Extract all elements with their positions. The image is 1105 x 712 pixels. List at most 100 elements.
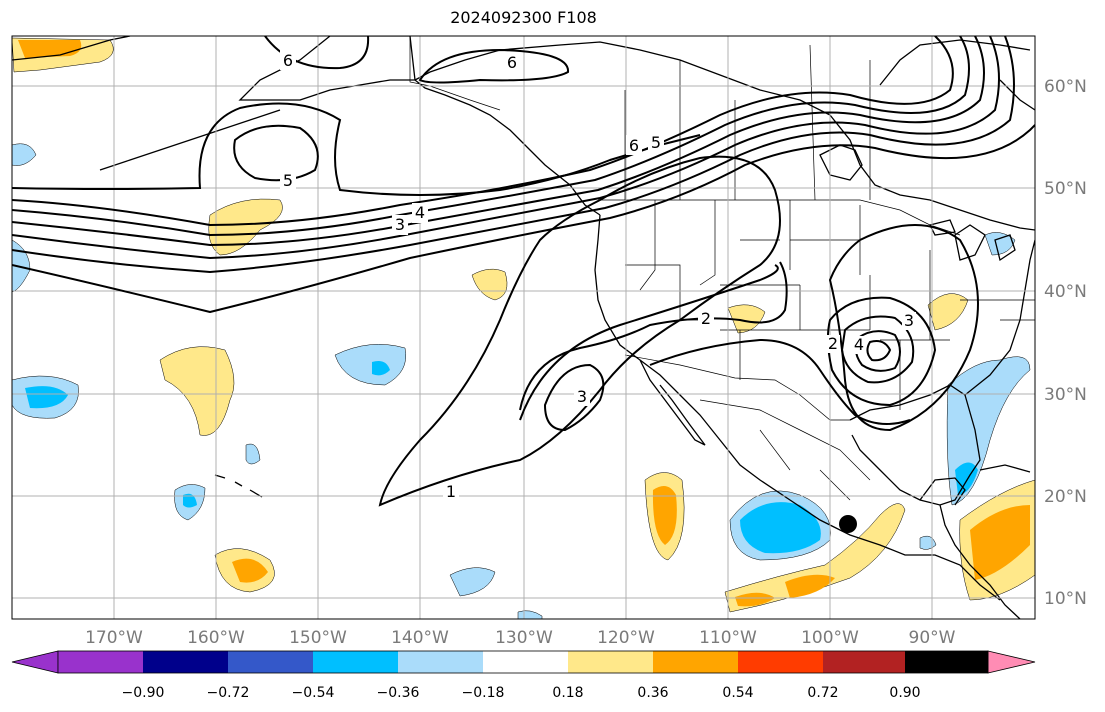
- central-america: [939, 504, 1021, 619]
- aleutian-islands: [99, 109, 281, 171]
- colorbar-tick-label: −0.18: [462, 685, 505, 701]
- contour-label: 6: [629, 136, 639, 155]
- alaska: [238, 36, 416, 101]
- cool-anomaly-region: [334, 344, 407, 386]
- lat-tick-label: 60°N: [1044, 77, 1087, 97]
- colorbar-segment: [738, 651, 823, 673]
- lon-tick-label: 160°W: [187, 628, 245, 648]
- cool-anomaly-region: [449, 567, 496, 597]
- colorbar-tick-labels: −0.90 −0.72 −0.54 −0.36 −0.18 0.18 0.36 …: [122, 685, 921, 701]
- lon-tick-labels: 170°W 160°W 150°W 140°W 130°W 120°W 110°…: [85, 628, 956, 648]
- cool-anomaly-core: [25, 386, 68, 409]
- contour-label: 3: [577, 387, 587, 406]
- contour-label: 2: [828, 334, 838, 353]
- colorbar-segment: [483, 651, 568, 673]
- gridlines: [12, 36, 1035, 619]
- colorbar-frame: [57, 650, 989, 674]
- warm-anomaly-core: [18, 40, 82, 58]
- map-title: 2024092300 F108: [450, 8, 597, 27]
- lat-tick-label: 20°N: [1044, 487, 1087, 507]
- lat-tick-label: 40°N: [1044, 282, 1087, 302]
- lon-tick-label: 150°W: [289, 628, 347, 648]
- colorbar-segment: [313, 651, 398, 673]
- colorbar-segment: [905, 651, 988, 673]
- west-coast: [594, 214, 1001, 601]
- contour-5-low: [233, 124, 319, 182]
- warm-anomaly-core: [652, 486, 677, 545]
- location-marker: [839, 515, 857, 533]
- contour-jet-5: [12, 36, 1015, 274]
- colorbar-tick-label: 0.90: [889, 685, 920, 701]
- cuba: [979, 464, 1031, 473]
- contour-label: 5: [651, 133, 661, 152]
- contour-low-3: [840, 315, 915, 384]
- contour-low-5: [866, 340, 892, 362]
- warm-anomaly-region: [159, 346, 235, 436]
- lat-tick-label: 30°N: [1044, 385, 1087, 405]
- contour-label: 2: [701, 309, 711, 328]
- contour-1-loop: [649, 338, 911, 425]
- contour-1b: [519, 264, 779, 421]
- colorbar-extend-low: [11, 650, 59, 674]
- contour-5-outer: [12, 102, 701, 196]
- lon-tick-label: 110°W: [699, 628, 757, 648]
- lat-tick-label: 10°N: [1044, 589, 1087, 609]
- gulf-of-mexico-coast: [849, 384, 981, 506]
- contour-low-1: [828, 224, 979, 432]
- colorbar-segment: [228, 651, 313, 673]
- siberia-coast: [12, 36, 131, 61]
- lon-tick-label: 100°W: [801, 628, 859, 648]
- colorbar-tick-label: −0.90: [122, 685, 165, 701]
- contour-label: 3: [395, 215, 405, 234]
- warm-anomaly-core: [735, 592, 775, 607]
- warm-anomaly-region: [208, 198, 283, 256]
- colorbar: −0.90 −0.72 −0.54 −0.36 −0.18 0.18 0.36 …: [11, 650, 1036, 701]
- lon-tick-label: 140°W: [391, 628, 449, 648]
- canada-provinces: [624, 44, 871, 201]
- contour-label-group: 6 6 5 4 3 6 5 2 3 1 2 3 4: [280, 50, 916, 502]
- contour-label: 4: [854, 335, 864, 354]
- colorbar-tick-label: 0.54: [722, 685, 753, 701]
- lon-tick-label: 130°W: [495, 628, 553, 648]
- contour-label: 4: [415, 203, 425, 222]
- colorbar-tick-label: −0.72: [207, 685, 250, 701]
- colorbar-tick-label: 0.72: [807, 685, 838, 701]
- contour-jet-2: [12, 36, 970, 237]
- contour-2: [378, 155, 781, 507]
- plot-area: 6 6 5 4 3 6 5 2 3 1 2 3 4: [12, 36, 1035, 619]
- greenland-edge: [999, 79, 1035, 111]
- contour-label: 5: [283, 171, 293, 190]
- warm-anomaly-core: [232, 558, 268, 583]
- cool-anomaly-core: [372, 361, 390, 376]
- colorbar-segment: [143, 651, 228, 673]
- contour-lines: [12, 36, 1035, 507]
- state-lines: [625, 200, 1035, 410]
- contour-6-alaska: [418, 48, 570, 84]
- cool-anomaly-region: [245, 443, 261, 465]
- cool-anomaly-core: [740, 502, 821, 554]
- colorbar-segment: [398, 651, 483, 673]
- great-lakes: [929, 219, 1016, 262]
- lon-tick-label: 90°W: [909, 628, 956, 648]
- contour-label: 1: [446, 482, 456, 501]
- colorbar-segment: [58, 651, 143, 673]
- baja-peninsula: [639, 359, 706, 446]
- colorbar-segment: [653, 651, 738, 673]
- lat-tick-label: 50°N: [1044, 179, 1087, 199]
- contour-2b: [519, 261, 788, 411]
- contour-low-2: [826, 296, 937, 407]
- warm-anomaly-core: [785, 574, 835, 598]
- warm-anomaly-core: [970, 505, 1030, 580]
- plot-frame: [11, 35, 1036, 620]
- colorbar-tick-label: −0.54: [292, 685, 335, 701]
- colorbar-tick-label: 0.18: [552, 685, 583, 701]
- colorbar-tick-label: 0.36: [637, 685, 668, 701]
- colorbar-segment: [568, 651, 653, 673]
- contour-jet-1: [12, 36, 954, 227]
- contour-label: 6: [283, 51, 293, 70]
- colorbar-segment: [823, 651, 905, 673]
- anomaly-shading: [12, 37, 1035, 619]
- lon-tick-label: 120°W: [597, 628, 655, 648]
- contour-label: 3: [904, 311, 914, 330]
